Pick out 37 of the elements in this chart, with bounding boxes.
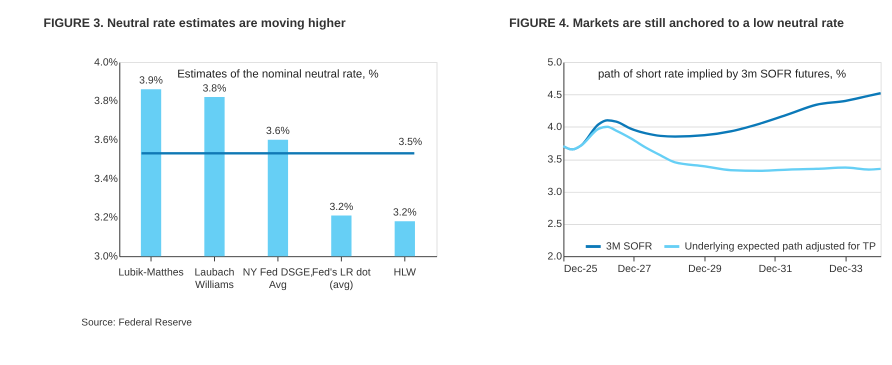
annotation: path of short rate implied by 3m SOFR futures, % xyxy=(598,68,846,80)
y-tick-label: 2.5 xyxy=(548,219,562,230)
y-tick-label: 4.5 xyxy=(548,90,562,101)
x-tick-label: HLW xyxy=(394,268,416,279)
y-tick-label: 3.4% xyxy=(94,174,118,185)
data-label: 3.2% xyxy=(330,202,354,213)
x-tick-label: Dec-29 xyxy=(688,264,722,275)
data-label: 3.8% xyxy=(202,83,226,94)
y-tick-label: 3.0 xyxy=(548,186,562,198)
data-label: 3.9% xyxy=(139,76,163,87)
y-tick-label: 4.0 xyxy=(548,122,562,134)
y-tick-label: 3.6% xyxy=(94,135,118,146)
x-tick-label: Dec-27 xyxy=(618,264,652,275)
x-tick-label: Dec-33 xyxy=(829,264,863,275)
chart-title: FIGURE 4. Markets are still anchored to a low neutral rate xyxy=(509,16,844,30)
y-tick-label: 3.0% xyxy=(94,252,118,263)
x-tick-label: Dec-31 xyxy=(758,264,792,275)
y-tick-label: 2.0 xyxy=(548,252,562,263)
y-tick-label: 3.2% xyxy=(94,212,118,224)
legend-label: Underlying expected path adjusted for TP xyxy=(684,241,876,252)
x-tick-label: Lubik-Matthes xyxy=(118,268,184,279)
y-tick-label: 3.8% xyxy=(94,96,118,108)
x-tick-label: Laubach Williams xyxy=(194,268,235,291)
chart-title: FIGURE 3. Neutral rate estimates are moving higher xyxy=(44,16,346,30)
x-tick-label: NY Fed DSGE, Avg xyxy=(242,268,314,291)
y-tick-label: 5.0 xyxy=(548,57,562,68)
data-label: 3.2% xyxy=(392,208,417,219)
y-tick-label: 3.5 xyxy=(548,154,562,166)
x-tick-label: Fed's LR dot (avg) xyxy=(312,268,371,291)
y-tick-label: 4.0% xyxy=(94,57,118,68)
ref-line-label: 3.5% xyxy=(398,136,422,148)
source-note: Source: Federal Reserve xyxy=(81,317,192,328)
data-label: 3.6% xyxy=(266,126,290,138)
annotation: Estimates of the nominal neutral rate, % xyxy=(177,68,379,80)
legend-label: 3M SOFR xyxy=(606,241,653,252)
line-series xyxy=(562,126,882,172)
x-tick-label: Dec-25 xyxy=(564,264,598,275)
